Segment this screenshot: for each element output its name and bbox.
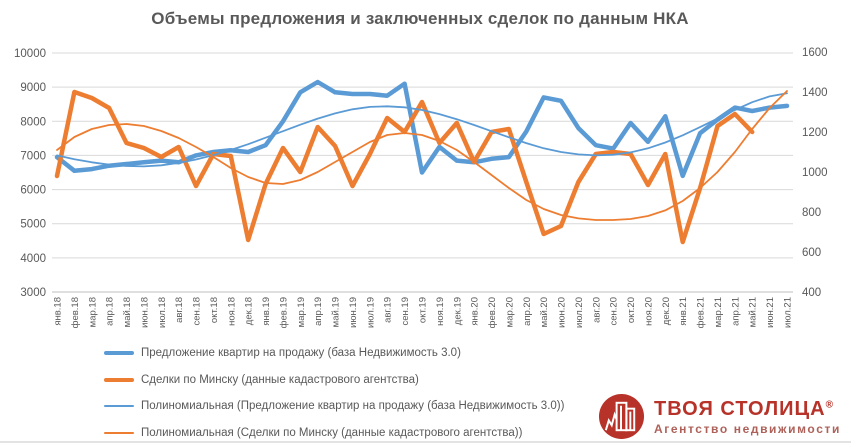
x-axis-month-label: май.21 bbox=[748, 297, 759, 327]
x-axis-month-label: апр.20 bbox=[522, 297, 533, 326]
x-axis-month-label: мар.18 bbox=[87, 297, 98, 327]
x-axis-month-label: дек.19 bbox=[452, 297, 463, 325]
x-axis-month-label: янв.21 bbox=[678, 297, 689, 326]
x-axis-month-label: дек.18 bbox=[244, 297, 255, 325]
x-axis-month-label: июл.20 bbox=[574, 297, 585, 328]
legend-item: Предложение квартир на продажу (база Нед… bbox=[104, 340, 564, 367]
legend-item-label: Полиномиальная (Сделки по Минску (данные… bbox=[141, 426, 523, 439]
x-axis-month-label: фев.18 bbox=[70, 297, 81, 328]
x-axis-month-label: авг.19 bbox=[383, 297, 394, 323]
trendline-supply bbox=[56, 92, 788, 168]
legend-item-label: Предложение квартир на продажу (база Нед… bbox=[141, 347, 461, 360]
left-axis-tick-label: 8000 bbox=[20, 116, 46, 128]
x-axis-month-label: ноя.19 bbox=[435, 297, 446, 326]
brand-text-block: ТВОЯ СТОЛИЦА® Агентство недвижимости bbox=[654, 398, 841, 436]
x-axis-month-label: авг.18 bbox=[174, 297, 185, 323]
x-axis-month-label: сен.19 bbox=[400, 297, 411, 326]
left-axis-tick-label: 6000 bbox=[20, 185, 46, 197]
chart-plot-area: 10000 9000 8000 7000 6000 5000 4000 3000 1600 140… bbox=[14, 47, 828, 328]
x-axis-month-label: ноя.20 bbox=[643, 297, 654, 326]
right-axis-tick-label: 600 bbox=[802, 247, 821, 259]
x-axis-month-label: апр.21 bbox=[730, 297, 741, 326]
x-axis-month-label: фев.20 bbox=[487, 297, 498, 328]
trendline-deals bbox=[56, 90, 788, 221]
right-axis-tick-label: 1200 bbox=[802, 127, 828, 139]
x-axis-month-label: янв.20 bbox=[470, 297, 481, 326]
right-axis-tick-label: 800 bbox=[802, 207, 821, 219]
x-axis-month-label: янв.19 bbox=[261, 297, 272, 326]
x-axis-month-label: фев.21 bbox=[696, 297, 707, 328]
x-axis-month-label: окт.20 bbox=[626, 297, 637, 323]
legend-item: Сделки по Минску (данные кадастрового аг… bbox=[104, 367, 564, 394]
right-axis-tick-label: 1400 bbox=[802, 87, 828, 99]
right-axis-tick-label: 1600 bbox=[802, 47, 828, 59]
brand-name-text: ТВОЯ СТОЛИЦА bbox=[654, 397, 826, 420]
x-axis-month-label: июл.18 bbox=[157, 297, 168, 328]
legend-line-swatch bbox=[104, 431, 134, 434]
left-axis-tick-label: 9000 bbox=[20, 82, 46, 94]
left-axis-tick-label: 3000 bbox=[20, 287, 46, 299]
brand-logo: ТВОЯ СТОЛИЦА® Агентство недвижимости bbox=[598, 393, 841, 440]
right-axis-tick-label: 400 bbox=[802, 287, 821, 299]
brand-name: ТВОЯ СТОЛИЦА® bbox=[654, 398, 841, 421]
x-axis-month-label: май.20 bbox=[539, 297, 550, 327]
x-axis-month-label: апр.18 bbox=[105, 297, 116, 326]
left-axis-tick-label: 7000 bbox=[20, 150, 46, 162]
chart-legend: Предложение квартир на продажу (база Нед… bbox=[104, 340, 564, 443]
brand-subtitle: Агентство недвижимости bbox=[654, 421, 841, 436]
left-axis-tick-label: 5000 bbox=[20, 219, 46, 231]
left-axis-tick-label: 10000 bbox=[14, 48, 46, 60]
x-axis-month-label: июн.20 bbox=[557, 297, 568, 328]
x-axis-month-label: окт.18 bbox=[209, 297, 220, 323]
series-line-supply bbox=[54, 79, 790, 179]
legend-item-label: Полиномиальная (Предложение квартир на п… bbox=[141, 400, 565, 413]
x-axis-month-label: июн.21 bbox=[765, 297, 776, 328]
right-axis-tick-label: 1000 bbox=[802, 167, 828, 179]
legend-line-swatch bbox=[104, 351, 134, 356]
registered-mark: ® bbox=[825, 398, 834, 410]
x-axis-month-label: сен.20 bbox=[609, 297, 620, 326]
left-axis-tick-label: 4000 bbox=[20, 253, 46, 265]
x-axis-month-label: окт.19 bbox=[418, 297, 429, 323]
x-axis-month-label: май.19 bbox=[331, 297, 342, 327]
x-axis-month-label: апр.19 bbox=[313, 297, 324, 326]
x-axis-month-label: июл.21 bbox=[783, 297, 794, 328]
legend-item-label: Сделки по Минску (данные кадастрового аг… bbox=[141, 373, 419, 386]
legend-item: Полиномиальная (Сделки по Минску (данные… bbox=[104, 420, 564, 443]
x-axis-month-label: авг.20 bbox=[591, 297, 602, 323]
x-axis-month-label: мар.21 bbox=[713, 297, 724, 327]
legend-line-swatch bbox=[104, 377, 134, 382]
x-axis-month-label: мар.19 bbox=[296, 297, 307, 327]
x-axis-month-label: ноя.18 bbox=[226, 297, 237, 326]
legend-item: Полиномиальная (Предложение квартир на п… bbox=[104, 393, 564, 420]
buildings-icon bbox=[598, 393, 645, 440]
series-line-deals bbox=[54, 89, 755, 245]
x-axis-month-label: июн.19 bbox=[348, 297, 359, 328]
x-axis-month-label: сен.18 bbox=[192, 297, 203, 326]
x-axis-month-label: янв.18 bbox=[53, 297, 64, 326]
x-axis-month-label: июл.19 bbox=[365, 297, 376, 328]
x-axis-month-label: июн.18 bbox=[139, 297, 150, 328]
legend-line-swatch bbox=[104, 405, 134, 408]
x-axis-month-label: май.18 bbox=[122, 297, 133, 327]
chart-title: Объемы предложения и заключенных сделок … bbox=[151, 9, 689, 28]
x-axis-month-label: фев.19 bbox=[278, 297, 289, 328]
page-bottom-divider bbox=[0, 441, 851, 443]
x-axis-month-label: дек.20 bbox=[661, 297, 672, 325]
x-axis-month-label: мар.20 bbox=[504, 297, 515, 327]
